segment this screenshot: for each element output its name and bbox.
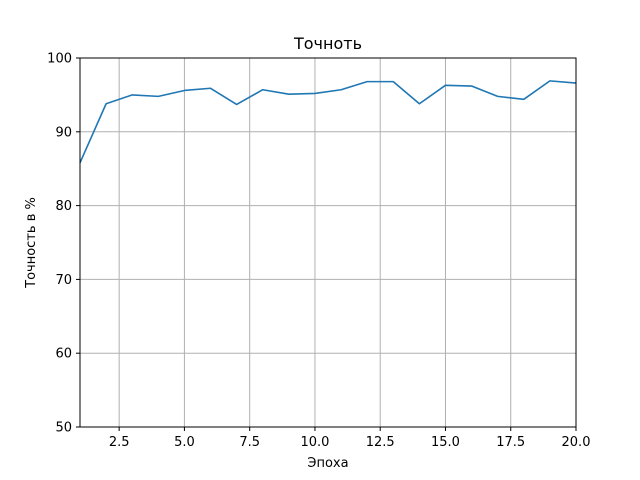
x-axis-label: Эпоха	[307, 456, 348, 471]
y-axis-label: Точность в %	[24, 197, 39, 289]
x-tick-label: 2.5	[109, 435, 130, 450]
x-tick-label: 12.5	[366, 435, 395, 450]
x-tick-label: 15.0	[431, 435, 460, 450]
x-axis: 2.5 5.0 7.5 10.0 12.5 15.0 17.5 20.0	[109, 427, 591, 450]
series-layer	[79, 80, 577, 164]
x-tick-label: 17.5	[496, 435, 525, 450]
y-axis: 50 60 70 80 90 100	[47, 52, 80, 436]
y-tick-label: 100	[47, 52, 72, 67]
x-tick-label: 7.5	[239, 435, 260, 450]
x-tick-label: 5.0	[174, 435, 195, 450]
y-tick-label: 80	[55, 199, 72, 214]
series-line	[79, 80, 577, 164]
y-tick-label: 60	[55, 347, 72, 362]
y-tick-label: 50	[55, 421, 72, 436]
x-tick-label: 20.0	[562, 435, 591, 450]
y-tick-label: 70	[55, 273, 72, 288]
x-tick-label: 10.0	[300, 435, 329, 450]
chart-title: Точноть	[293, 34, 362, 53]
plot-frame	[79, 57, 577, 428]
y-tick-label: 90	[55, 125, 72, 140]
